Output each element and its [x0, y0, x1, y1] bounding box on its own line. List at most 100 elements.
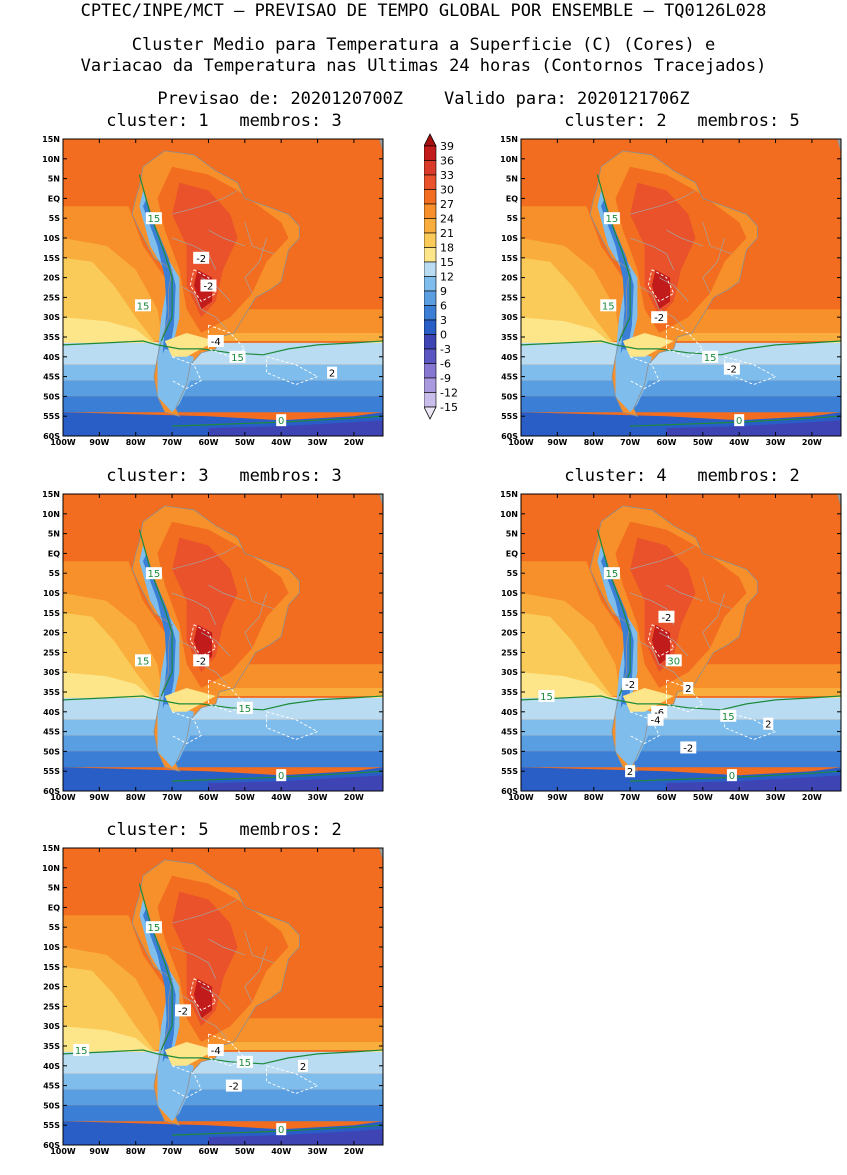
country-border: [637, 640, 685, 685]
country-border: [702, 222, 733, 255]
lat-tick-label: 10N: [500, 510, 518, 519]
lon-tick-label: 40W: [729, 438, 749, 447]
svg-text:-2: -2: [727, 365, 737, 376]
country-border: [637, 285, 685, 330]
svg-text:15: 15: [606, 214, 619, 225]
country-border: [201, 986, 231, 1011]
isotherm-0: [172, 770, 383, 782]
svg-text:0: 0: [278, 771, 284, 782]
isotherm-0: [172, 415, 383, 427]
colorbar-level-label: -12: [440, 387, 458, 400]
lon-tick-label: 60W: [198, 1147, 218, 1156]
map-svg: 15 -2 30 -2 2 15 -6-4 15 2 -2 2 0 15N 10N 5N EQ 5S 10S 15S…: [500, 490, 842, 802]
lon-tick-label: 40W: [729, 793, 749, 802]
lat-tick-label: 60S: [501, 787, 518, 796]
lat-tick-label: 5S: [49, 569, 61, 578]
sst-band-12: [63, 697, 383, 720]
contour-label: 15: [603, 212, 620, 225]
svg-text:0: 0: [278, 1125, 284, 1136]
lon-tick-label: 100W: [50, 793, 76, 802]
contour-label: 15: [236, 701, 253, 715]
lat-tick-label: 5N: [48, 530, 60, 539]
lat-tick-label: 20S: [43, 983, 60, 992]
sst-band-3: [521, 751, 841, 768]
map-frame: [62, 138, 384, 437]
svg-text:-2: -2: [196, 254, 206, 265]
sst-band-minus3: [208, 1129, 383, 1145]
lat-tick-label: 5S: [49, 214, 61, 223]
lat-tick-label: 10N: [42, 510, 60, 519]
map-frame: [62, 847, 384, 1146]
country-border: [179, 285, 227, 330]
colorbar-level-label: 24: [440, 213, 454, 226]
map-panel-cluster-5: cluster: 5 membros: 2 15 -2 15 -4 15 2 -2 0 15N 1…: [42, 820, 385, 1175]
svg-text:15: 15: [148, 923, 161, 934]
sst-band-minus3: [666, 775, 841, 791]
sst-band-21: [521, 593, 841, 696]
isotherm-15-south: [63, 340, 383, 356]
contour-label: -4: [207, 1043, 224, 1057]
africa-coast: [364, 494, 383, 507]
sst-band-12: [521, 342, 841, 365]
colorbar-level-label: -15: [440, 401, 458, 414]
isotherm-15-andes: [138, 174, 173, 342]
country-border: [659, 277, 689, 302]
map-svg: 15 -2 -2 15 -4 15 2 0 15N 10N 5N EQ 5S 10S 15S 20S 25S 30…: [42, 135, 384, 447]
country-border: [208, 229, 245, 247]
colorbar-level-label: 33: [440, 169, 454, 182]
lon-tick-label: 90W: [89, 1147, 109, 1156]
lon-tick-label: 70W: [620, 438, 640, 447]
lon-tick-label: 50W: [693, 793, 713, 802]
variation-contour: [171, 356, 202, 390]
contour-label: 0: [276, 1123, 287, 1136]
colorbar-level-label: 27: [440, 198, 454, 211]
lon-tick-label: 100W: [50, 1147, 76, 1156]
lon-tick-label: 50W: [693, 438, 713, 447]
lat-tick-label: 40S: [43, 708, 60, 717]
contour-label: -2: [175, 1004, 191, 1017]
lon-tick-label: 70W: [162, 1147, 182, 1156]
contour-label: 15: [145, 567, 162, 580]
contour-label: 15: [720, 709, 737, 723]
lat-tick-label: 15S: [43, 254, 60, 263]
map-frame: [62, 493, 384, 792]
patagonia-band: [157, 1057, 194, 1122]
sst-band-3: [63, 751, 383, 768]
lat-tick-label: 25S: [43, 1002, 60, 1011]
land-band-30: [172, 182, 238, 318]
lat-tick-label: 40S: [43, 1062, 60, 1071]
isotherm-15-south: [521, 695, 841, 711]
lon-tick-label: 30W: [308, 1147, 328, 1156]
lat-tick-label: 30S: [43, 1022, 60, 1031]
sst-band-6: [63, 1089, 383, 1106]
svg-text:15: 15: [602, 301, 615, 312]
sst-band-9: [521, 719, 841, 736]
colorbar-box: [423, 377, 437, 393]
contour-label: 0: [276, 414, 287, 427]
svg-text:15: 15: [238, 1058, 251, 1069]
svg-text:-4: -4: [211, 1046, 221, 1057]
svg-text:0: 0: [729, 771, 735, 782]
lat-tick-label: 40S: [501, 353, 518, 362]
coastline: [131, 859, 300, 1126]
svg-text:0: 0: [736, 416, 742, 427]
contour-label: 15: [135, 654, 151, 667]
svg-text:15: 15: [704, 353, 717, 364]
svg-text:-2: -2: [196, 656, 206, 667]
colorbar-box: [423, 290, 437, 306]
lat-tick-label: 10N: [42, 155, 60, 164]
svg-text:2: 2: [685, 684, 691, 695]
svg-text:-2: -2: [203, 282, 213, 293]
lat-tick-label: EQ: [48, 194, 60, 203]
lat-tick-label: 5S: [507, 214, 519, 223]
contour-label: -2: [680, 741, 697, 754]
variation-contour: [266, 356, 319, 385]
lat-tick-label: 15S: [501, 254, 518, 263]
lat-tick-label: 30S: [43, 313, 60, 322]
lat-tick-label: 50S: [43, 747, 60, 756]
coastline: [131, 150, 300, 417]
lon-tick-label: 20W: [344, 793, 364, 802]
lat-tick-label: 10N: [500, 155, 518, 164]
sst-band-12: [63, 342, 383, 365]
variation-contour: [724, 711, 777, 740]
